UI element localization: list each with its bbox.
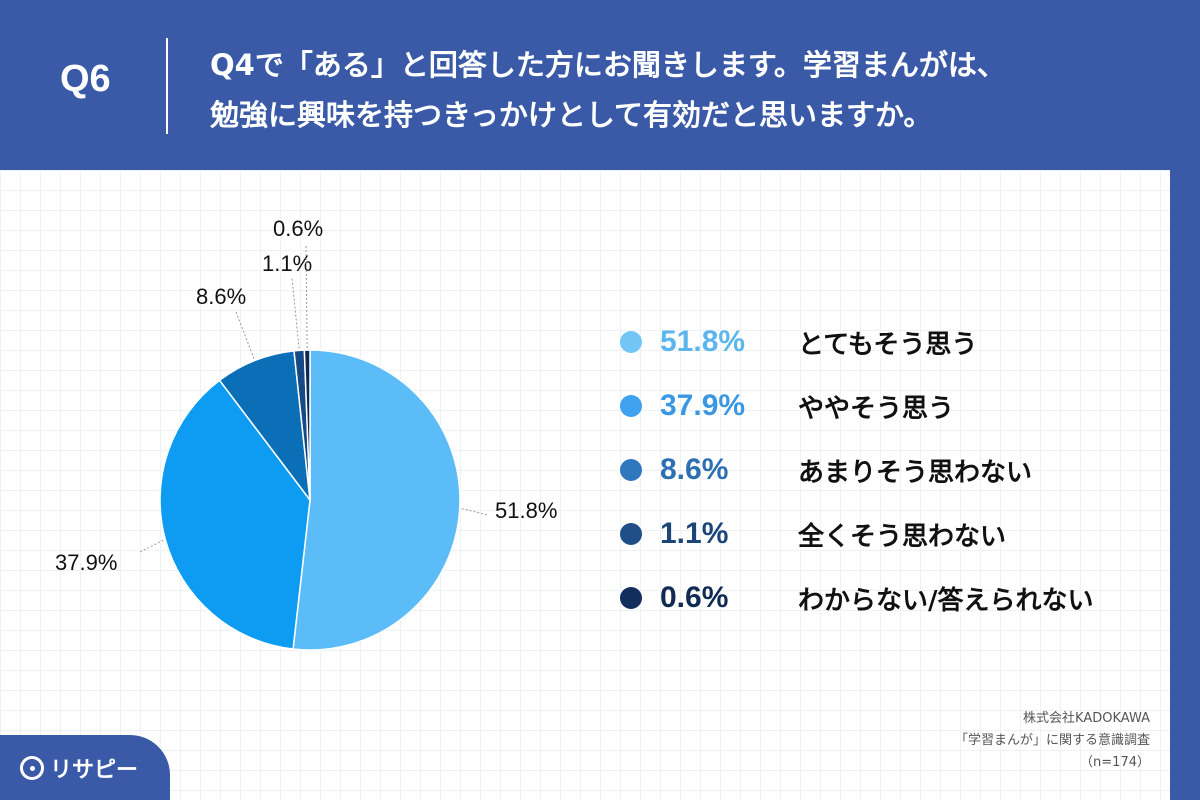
leader-line bbox=[291, 277, 300, 349]
pie-slice bbox=[159, 379, 311, 650]
legend-item: 0.6% わからない/答えられない bbox=[620, 566, 1094, 630]
leader-line bbox=[305, 245, 308, 349]
logo-badge: リサピー bbox=[0, 735, 170, 800]
chart-panel: 51.8% 37.9% 8.6% 1.1% 0.6% 51.8% とてもそう思う 37.… bbox=[0, 170, 1170, 800]
legend-dot bbox=[620, 395, 642, 417]
question-line-2: 勉強に興味を持つきっかけとして有効だと思いますか。 bbox=[210, 98, 933, 132]
leader-line bbox=[235, 311, 255, 359]
source-company: 株式会社KADOKAWA bbox=[1023, 711, 1150, 726]
question-text: Q4で「ある」と回答した方にお聞きします。学習まんがは、 勉強に興味を持つきっか… bbox=[210, 40, 1006, 140]
pin-icon bbox=[20, 755, 44, 780]
legend-value: 0.6% bbox=[660, 581, 729, 614]
leader-line bbox=[461, 508, 489, 516]
leader-line bbox=[139, 539, 164, 553]
pie-chart: 51.8% 37.9% 8.6% 1.1% 0.6% bbox=[55, 216, 557, 651]
data-label: 0.6% bbox=[273, 216, 323, 241]
data-label: 1.1% bbox=[262, 251, 312, 276]
legend-value: 8.6% bbox=[660, 453, 729, 486]
pie-slice bbox=[292, 349, 461, 651]
question-line-1: Q4で「ある」と回答した方にお聞きします。学習まんがは、 bbox=[210, 48, 1006, 82]
question-number: Q6 bbox=[60, 58, 111, 100]
legend-dot bbox=[620, 459, 642, 481]
pie-slice bbox=[303, 349, 311, 501]
legend-dot bbox=[620, 331, 642, 353]
legend-label: あまりそう思わない bbox=[798, 457, 1033, 488]
legend-item: 1.1% 全くそう思わない bbox=[620, 502, 1094, 566]
source-note: 株式会社KADOKAWA 「学習まんが」に関する意識調査 （n=174） bbox=[955, 708, 1150, 774]
header-divider bbox=[166, 38, 168, 134]
legend-label: とてもそう思う bbox=[798, 329, 978, 360]
legend: 51.8% とてもそう思う 37.9% ややそう思う 8.6% あまりそう思わな… bbox=[620, 310, 1094, 630]
legend-value: 51.8% bbox=[660, 325, 746, 358]
legend-value: 37.9% bbox=[660, 389, 746, 422]
legend-label: わからない/答えられない bbox=[798, 585, 1094, 616]
data-label: 51.8% bbox=[495, 498, 557, 523]
source-sample: （n=174） bbox=[1080, 755, 1150, 770]
legend-label: 全くそう思わない bbox=[798, 521, 1007, 552]
legend-item: 37.9% ややそう思う bbox=[620, 374, 1094, 438]
legend-value: 1.1% bbox=[660, 517, 729, 550]
legend-dot bbox=[620, 523, 642, 545]
legend-label: ややそう思う bbox=[798, 393, 955, 424]
data-label: 8.6% bbox=[196, 284, 246, 309]
data-label: 37.9% bbox=[55, 550, 117, 575]
legend-dot bbox=[620, 587, 642, 609]
logo-text: リサピー bbox=[50, 757, 139, 783]
source-survey: 「学習まんが」に関する意識調査 bbox=[954, 733, 1150, 748]
legend-item: 51.8% とてもそう思う bbox=[620, 310, 1094, 374]
legend-item: 8.6% あまりそう思わない bbox=[620, 438, 1094, 502]
